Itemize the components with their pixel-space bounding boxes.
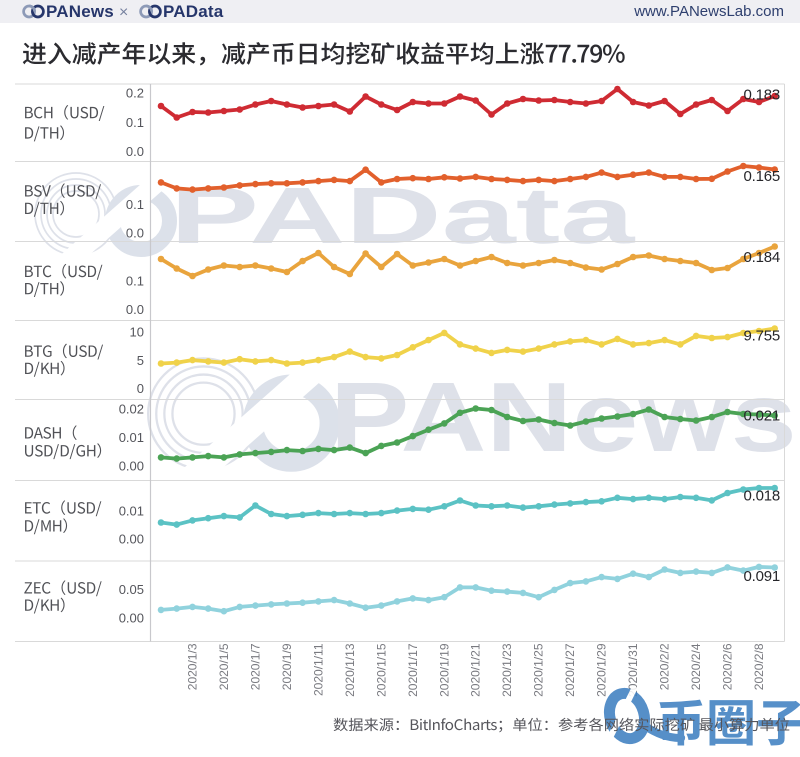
svg-text:0.1: 0.1 [126, 197, 144, 212]
svg-text:2020/1/25: 2020/1/25 [532, 643, 546, 697]
svg-text:2020/1/23: 2020/1/23 [500, 643, 514, 697]
svg-text:2020/2/4: 2020/2/4 [689, 643, 703, 690]
svg-text:PANews: PANews [46, 2, 114, 21]
svg-text:2020/1/21: 2020/1/21 [469, 643, 483, 697]
svg-text:0.091: 0.091 [744, 568, 781, 585]
svg-text:0.1: 0.1 [126, 115, 144, 130]
svg-text:2020/1/11: 2020/1/11 [311, 643, 325, 696]
svg-text:0.00: 0.00 [119, 459, 144, 474]
svg-text:2020/1/29: 2020/1/29 [595, 643, 609, 697]
svg-text:10: 10 [130, 325, 144, 340]
svg-text:0.2: 0.2 [126, 86, 144, 101]
svg-text:0.00: 0.00 [119, 610, 144, 625]
svg-text:0.02: 0.02 [119, 401, 144, 416]
svg-text:2020/1/3: 2020/1/3 [186, 643, 200, 690]
svg-text:2020/1/19: 2020/1/19 [437, 643, 451, 697]
svg-text:0.0: 0.0 [126, 144, 144, 159]
svg-text:2020/1/9: 2020/1/9 [280, 643, 294, 690]
svg-text:9.755: 9.755 [744, 327, 781, 344]
svg-text:2020/1/31: 2020/1/31 [626, 643, 640, 697]
svg-text:2020/1/5: 2020/1/5 [217, 643, 231, 690]
svg-text:2020/2/8: 2020/2/8 [752, 643, 766, 690]
svg-text:www.PANewsLab.com: www.PANewsLab.com [633, 3, 784, 20]
svg-text:PAData: PAData [163, 2, 224, 21]
svg-text:0.0: 0.0 [126, 302, 144, 317]
svg-text:2020/1/7: 2020/1/7 [248, 643, 262, 690]
svg-text:×: × [119, 4, 128, 21]
svg-text:0.165: 0.165 [744, 168, 781, 185]
svg-text:2020/1/17: 2020/1/17 [406, 643, 420, 697]
svg-text:2020/2/2: 2020/2/2 [658, 643, 672, 690]
svg-text:0.184: 0.184 [744, 249, 781, 266]
svg-text:0.05: 0.05 [119, 582, 144, 597]
svg-text:0.01: 0.01 [119, 430, 144, 445]
svg-text:0.021: 0.021 [744, 408, 781, 425]
svg-text:0: 0 [137, 381, 144, 396]
svg-text:0.00: 0.00 [119, 531, 144, 546]
svg-text:2020/1/13: 2020/1/13 [343, 643, 357, 697]
svg-text:2020/1/27: 2020/1/27 [563, 643, 577, 697]
svg-text:PANews: PANews [330, 363, 797, 473]
svg-text:0.183: 0.183 [744, 86, 781, 103]
svg-text:0.01: 0.01 [119, 504, 144, 519]
svg-text:0.018: 0.018 [744, 487, 781, 504]
svg-text:2020/2/6: 2020/2/6 [721, 643, 735, 690]
svg-text:0.0: 0.0 [126, 225, 144, 240]
svg-text:2020/1/15: 2020/1/15 [374, 643, 388, 697]
svg-text:5: 5 [137, 353, 144, 368]
svg-text:0.1: 0.1 [126, 274, 144, 289]
